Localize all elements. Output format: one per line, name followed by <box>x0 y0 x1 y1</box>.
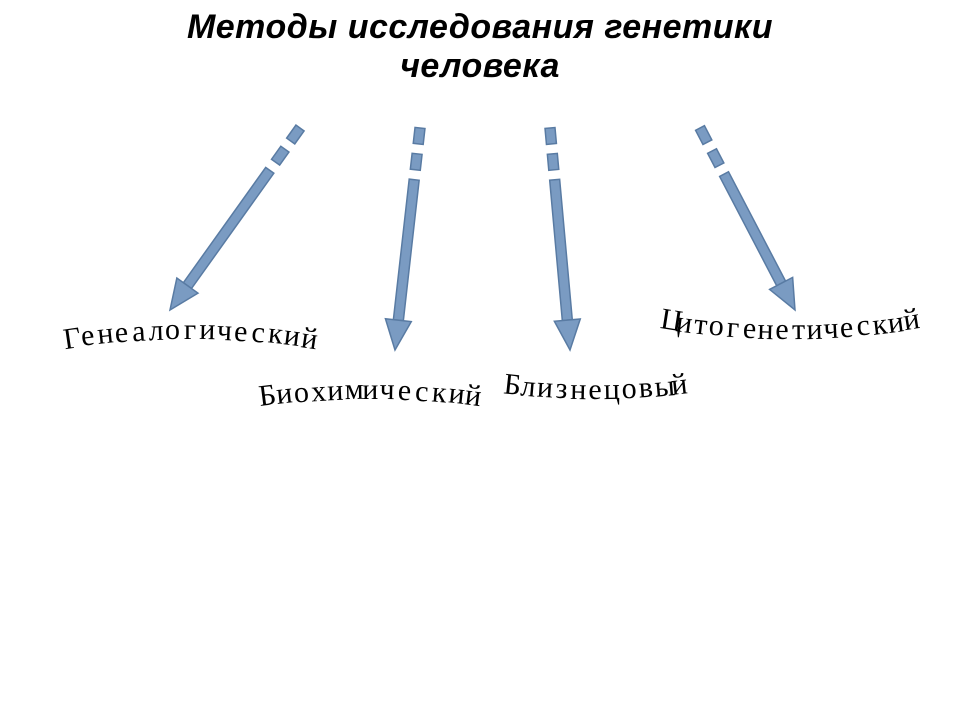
label-cytogenetic-char: т <box>790 313 806 347</box>
label-biochemical-char: х <box>309 374 327 409</box>
label-genealogical-char: е <box>232 314 250 349</box>
label-twin-char: ы <box>653 370 671 405</box>
label-genealogical-char: с <box>249 315 267 350</box>
label-cytogenetic-char: с <box>854 309 873 344</box>
label-biochemical-char: к <box>430 375 448 410</box>
arrow-cytogenetic <box>688 122 806 316</box>
label-twin-char: о <box>620 372 637 407</box>
label-twin-char: й <box>669 368 688 403</box>
label-twin-char: л <box>519 370 537 405</box>
arrow-biochemical <box>382 127 433 352</box>
label-twin-char: и <box>536 371 554 406</box>
label-biochemical-char: е <box>396 373 413 408</box>
arrow-genealogical <box>159 120 310 317</box>
slide-stage: Методы исследования генетики человека Ге… <box>0 0 960 720</box>
label-genealogical-char: и <box>199 313 215 347</box>
label-biochemical-char: и <box>274 377 293 412</box>
label-genealogical-char: л <box>147 313 164 348</box>
label-twin-char: Б <box>502 368 521 403</box>
label-biochemical-char: о <box>292 375 310 410</box>
label-genealogical-char: а <box>130 314 148 349</box>
label-genealogical-char: о <box>165 313 181 347</box>
arrows-layer <box>0 0 960 720</box>
label-twin-char: ц <box>604 373 620 407</box>
label-biochemical-char: м <box>345 373 361 407</box>
label-twin-char: в <box>636 371 654 406</box>
label-twin-char: н <box>570 373 586 407</box>
label-genealogical-char: е <box>113 315 131 350</box>
label-cytogenetic-char: г <box>724 310 742 345</box>
label-biochemical-char: с <box>413 374 431 409</box>
label-biochemical-char: Б <box>257 379 277 415</box>
label-genealogical-char: ч <box>216 313 233 348</box>
label-cytogenetic-char: ч <box>822 312 839 347</box>
label-cytogenetic-char: н <box>757 312 774 346</box>
label-twin-char: з <box>553 372 570 407</box>
label-cytogenetic-char: е <box>774 313 790 347</box>
arrow-twin <box>537 127 583 351</box>
label-genealogical-char: г <box>182 313 198 347</box>
label-biochemical-char: ч <box>379 373 395 407</box>
label-biochemical-char: и <box>327 373 344 408</box>
label-biochemical-char: и <box>362 373 378 407</box>
label-cytogenetic-char: и <box>806 312 823 346</box>
label-cytogenetic-char: е <box>741 312 758 347</box>
label-twin-char: е <box>587 373 603 407</box>
label-genealogical-char: н <box>95 317 114 352</box>
label-cytogenetic-char: е <box>838 310 856 345</box>
